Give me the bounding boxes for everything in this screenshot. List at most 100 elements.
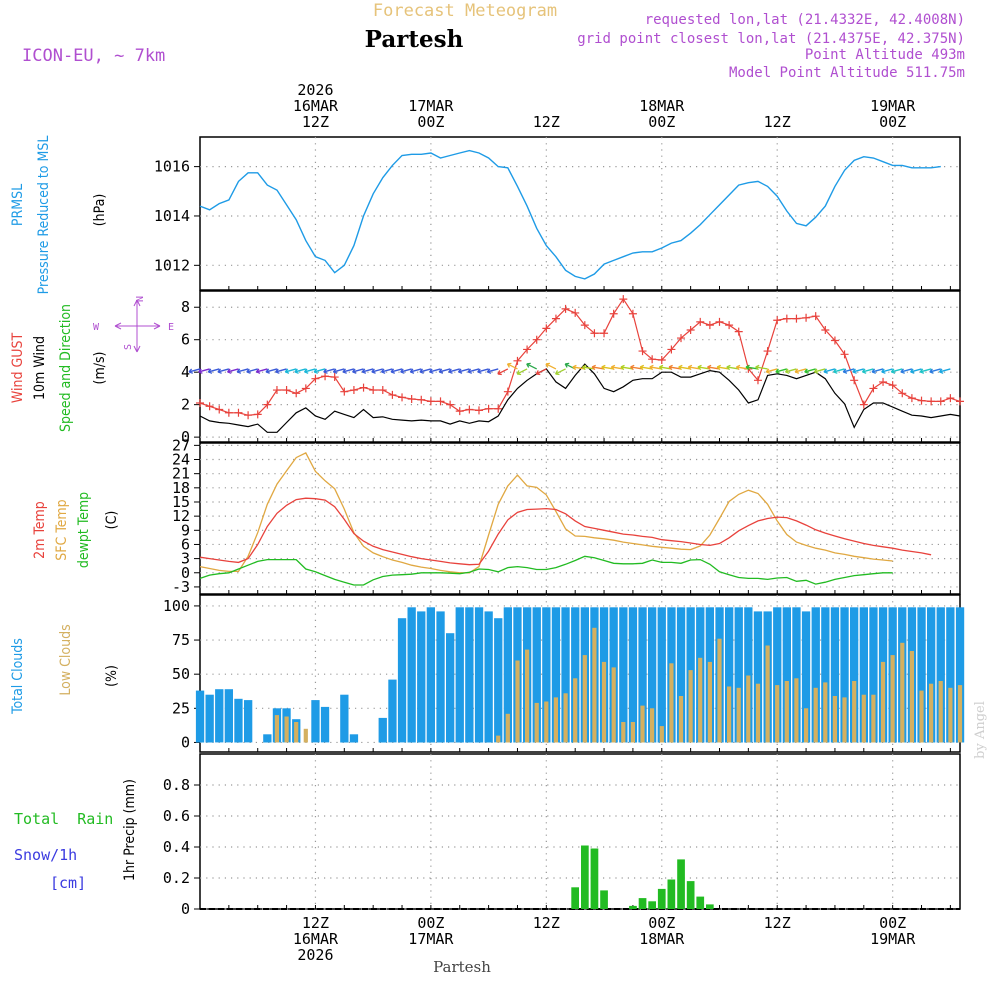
gust-marker [542,324,551,333]
wind-direction-arrow [198,368,210,374]
gust-marker [551,314,560,323]
temperature-ytick-label: -3 [172,578,190,596]
gust-marker [503,387,512,396]
total-cloud-bar [311,700,320,743]
gust-line [199,298,961,416]
wind-direction-arrow [217,368,230,374]
wind-direction-arrow [497,368,509,376]
legend-snow: Snow/1h [14,846,77,864]
total-cloud-bar [494,618,503,743]
bottom-time-label: 19MAR [870,930,916,948]
gust-marker [850,376,859,385]
rain-bar [590,848,599,909]
low-cloud-bar [909,651,914,743]
wind-direction-arrow [890,368,903,374]
wind-direction-arrow [938,368,951,374]
total-cloud-bar [455,607,464,743]
total-cloud-bar [215,689,224,743]
total-cloud-bar [869,607,878,743]
pressure-ylabel-units: (hPa) [92,194,108,227]
wind-ylabel-dir: Speed and Direction [58,304,74,432]
bottom-time-label: 17MAR [408,930,454,948]
gust-marker [821,325,830,334]
low-cloud-bar [900,642,905,743]
low-cloud-bar [746,675,751,743]
low-cloud-bar [621,722,626,743]
pressure-ytick-label: 1016 [154,158,190,176]
temperature-ytick-label: 12 [172,507,190,525]
gust-marker [484,404,493,413]
total-cloud-bar [340,694,349,743]
gust-marker [907,394,916,403]
low-cloud-bar [755,683,761,743]
rain-bar [686,881,695,909]
low-cloud-bar [794,678,799,743]
pressure-ylabel-1: PRMSL [10,184,26,226]
total-cloud-bar [830,607,840,743]
gust-marker [446,400,455,409]
pressure-frame [199,136,961,291]
gust-marker [859,400,868,409]
gust-marker [753,376,762,385]
gust-marker [436,397,445,406]
low-cloud-bar [650,708,655,743]
total-cloud-bar [657,607,666,743]
total-cloud-bar [676,607,686,743]
rain-bar [657,888,666,909]
gust-marker [301,384,310,393]
precip-ytick-label: 0.4 [163,838,190,856]
low-cloud-bar [804,708,809,743]
temperature-ytick-label: 15 [172,493,190,511]
wind-direction-arrow [649,364,662,371]
dewpt-line [199,555,893,586]
gust-marker [234,408,243,417]
wind-direction-arrow [794,368,807,374]
wind-direction-arrow [429,368,441,374]
low-cloud-bar [871,694,876,743]
compass-n: N [133,296,144,302]
wind-direction-arrow [687,364,701,371]
temperature-ytick-label: 6 [181,535,190,553]
precip-ytick-label: 0.8 [163,776,190,794]
total-cloud-bar [859,607,868,743]
wind-direction-arrow [332,368,345,374]
low-cloud-bar [736,687,741,743]
wind-direction-arrow [726,364,739,371]
temperature-ytick-label: 18 [172,479,190,497]
wind-ylabel-10m: 10m Wind [32,336,48,400]
gust-marker [638,347,647,356]
rain-bar [706,904,714,909]
wind-ytick-label: 4 [181,363,190,381]
pressure-ytick-label: 1014 [154,207,190,225]
wind-direction-arrow [765,368,778,374]
bottom-time-label: 00Z [648,914,675,932]
total-cloud-bar [744,607,753,743]
gust-marker [513,356,522,365]
gust-marker [388,390,397,399]
gust-marker [330,373,339,382]
gust-marker [292,389,301,398]
wind-direction-arrow [255,368,268,374]
total-cloud-bar [850,607,859,743]
wind-direction-arrow [352,368,364,374]
low-cloud-bar [698,657,703,743]
gust-marker [830,336,839,345]
temperature-ytick-label: 9 [181,521,190,539]
wind-direction-arrow [639,364,653,371]
total-cloud-bar [946,607,955,743]
wind-direction-arrow [823,368,836,374]
gust-marker [196,399,204,408]
low-cloud-bar [303,728,308,743]
wind-direction-arrow [380,368,393,374]
wind-ylabel-units: (m/s) [92,352,108,385]
total-cloud-bar [792,607,801,743]
wind-direction-arrow [535,368,547,376]
low-cloud-bar [284,716,289,743]
top-time-label: 2026 [297,81,333,99]
total-cloud-bar [446,633,455,743]
rain-bar [581,845,589,909]
total-cloud-bar [927,607,936,743]
gust-marker [426,397,435,406]
bottom-time-label: 12Z [302,914,329,932]
